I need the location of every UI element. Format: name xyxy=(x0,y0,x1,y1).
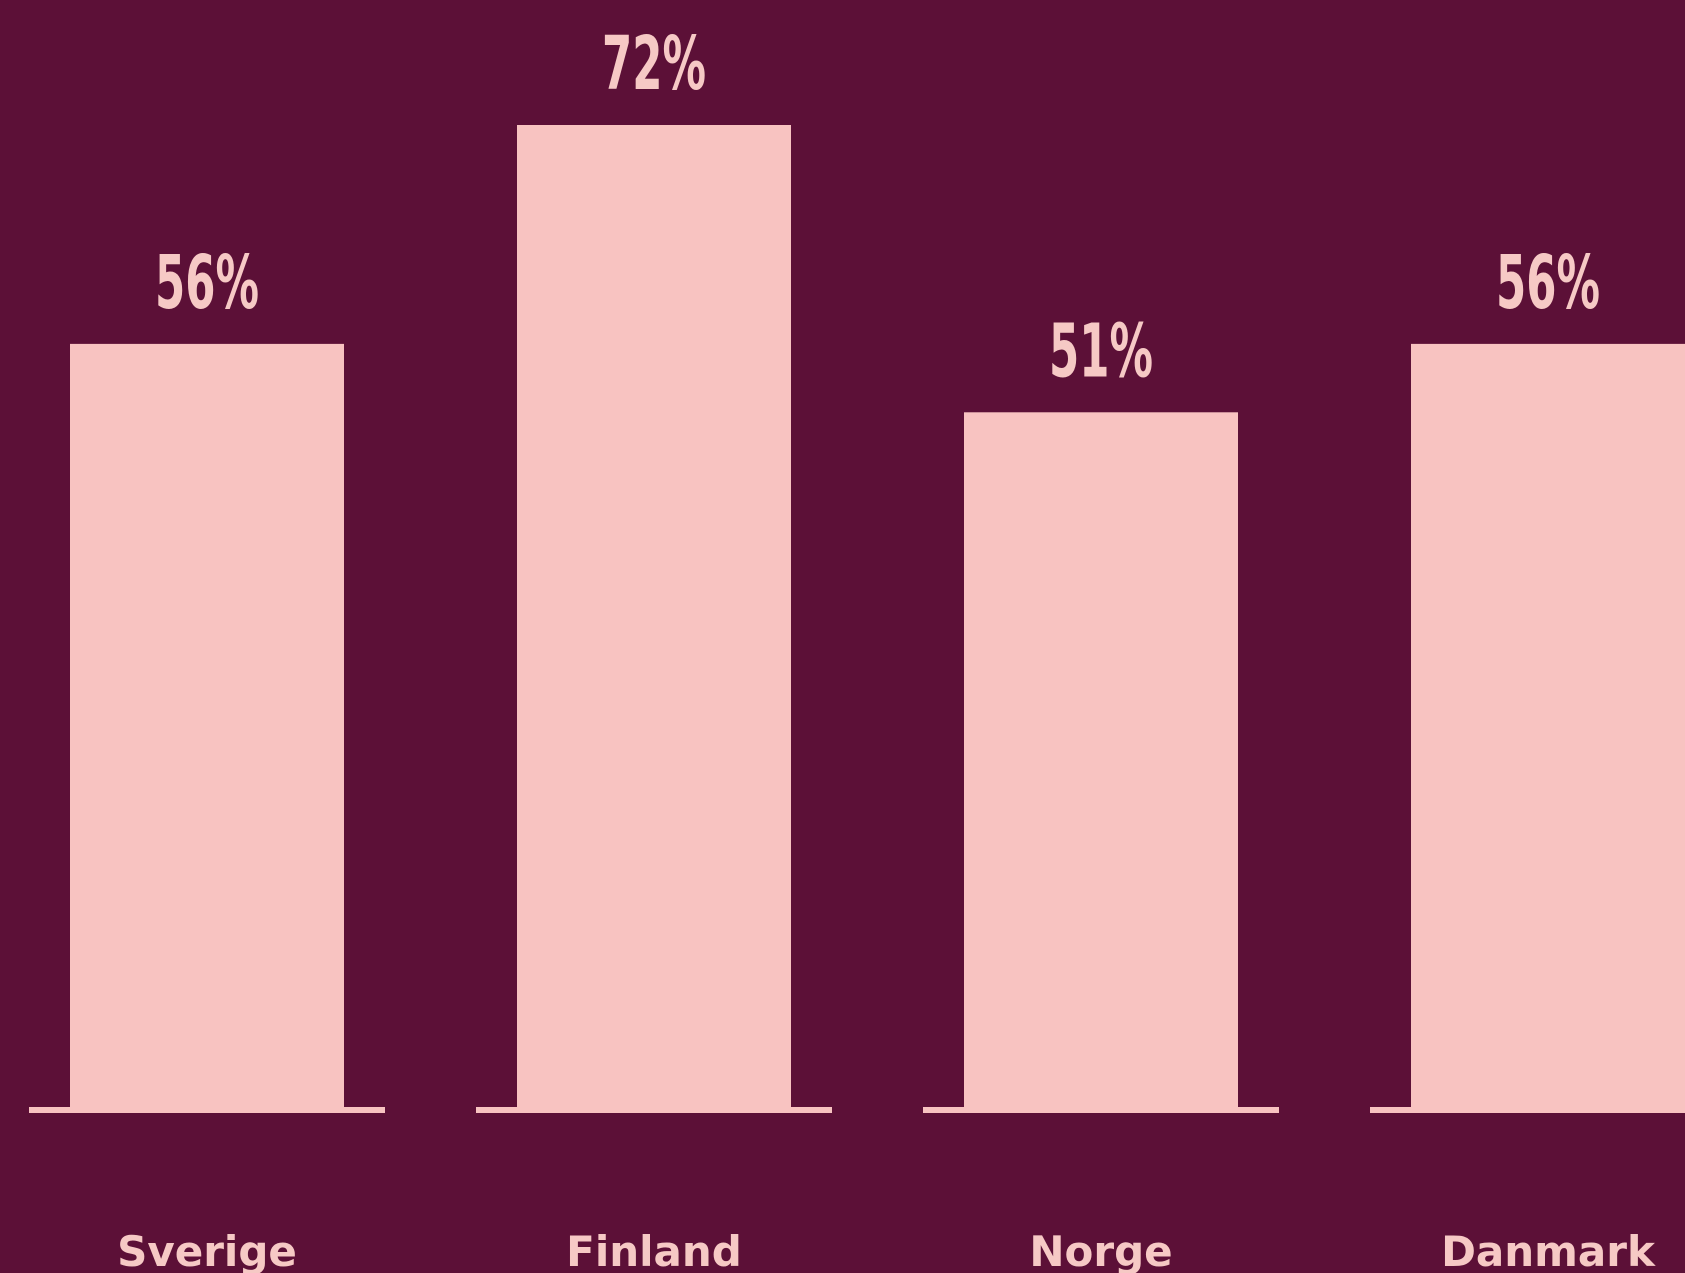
category-label: Sverige xyxy=(117,1227,297,1273)
value-label: 56% xyxy=(155,240,259,326)
category-label: Norge xyxy=(1029,1227,1172,1273)
value-label: 72% xyxy=(602,21,706,107)
bar xyxy=(964,412,1238,1111)
category-label: Danmark xyxy=(1441,1227,1656,1273)
bar xyxy=(517,125,791,1110)
bar xyxy=(70,343,344,1110)
value-label: 51% xyxy=(1049,308,1153,394)
category-label: Finland xyxy=(566,1227,742,1273)
bar xyxy=(1411,343,1685,1110)
value-label: 56% xyxy=(1496,240,1600,326)
